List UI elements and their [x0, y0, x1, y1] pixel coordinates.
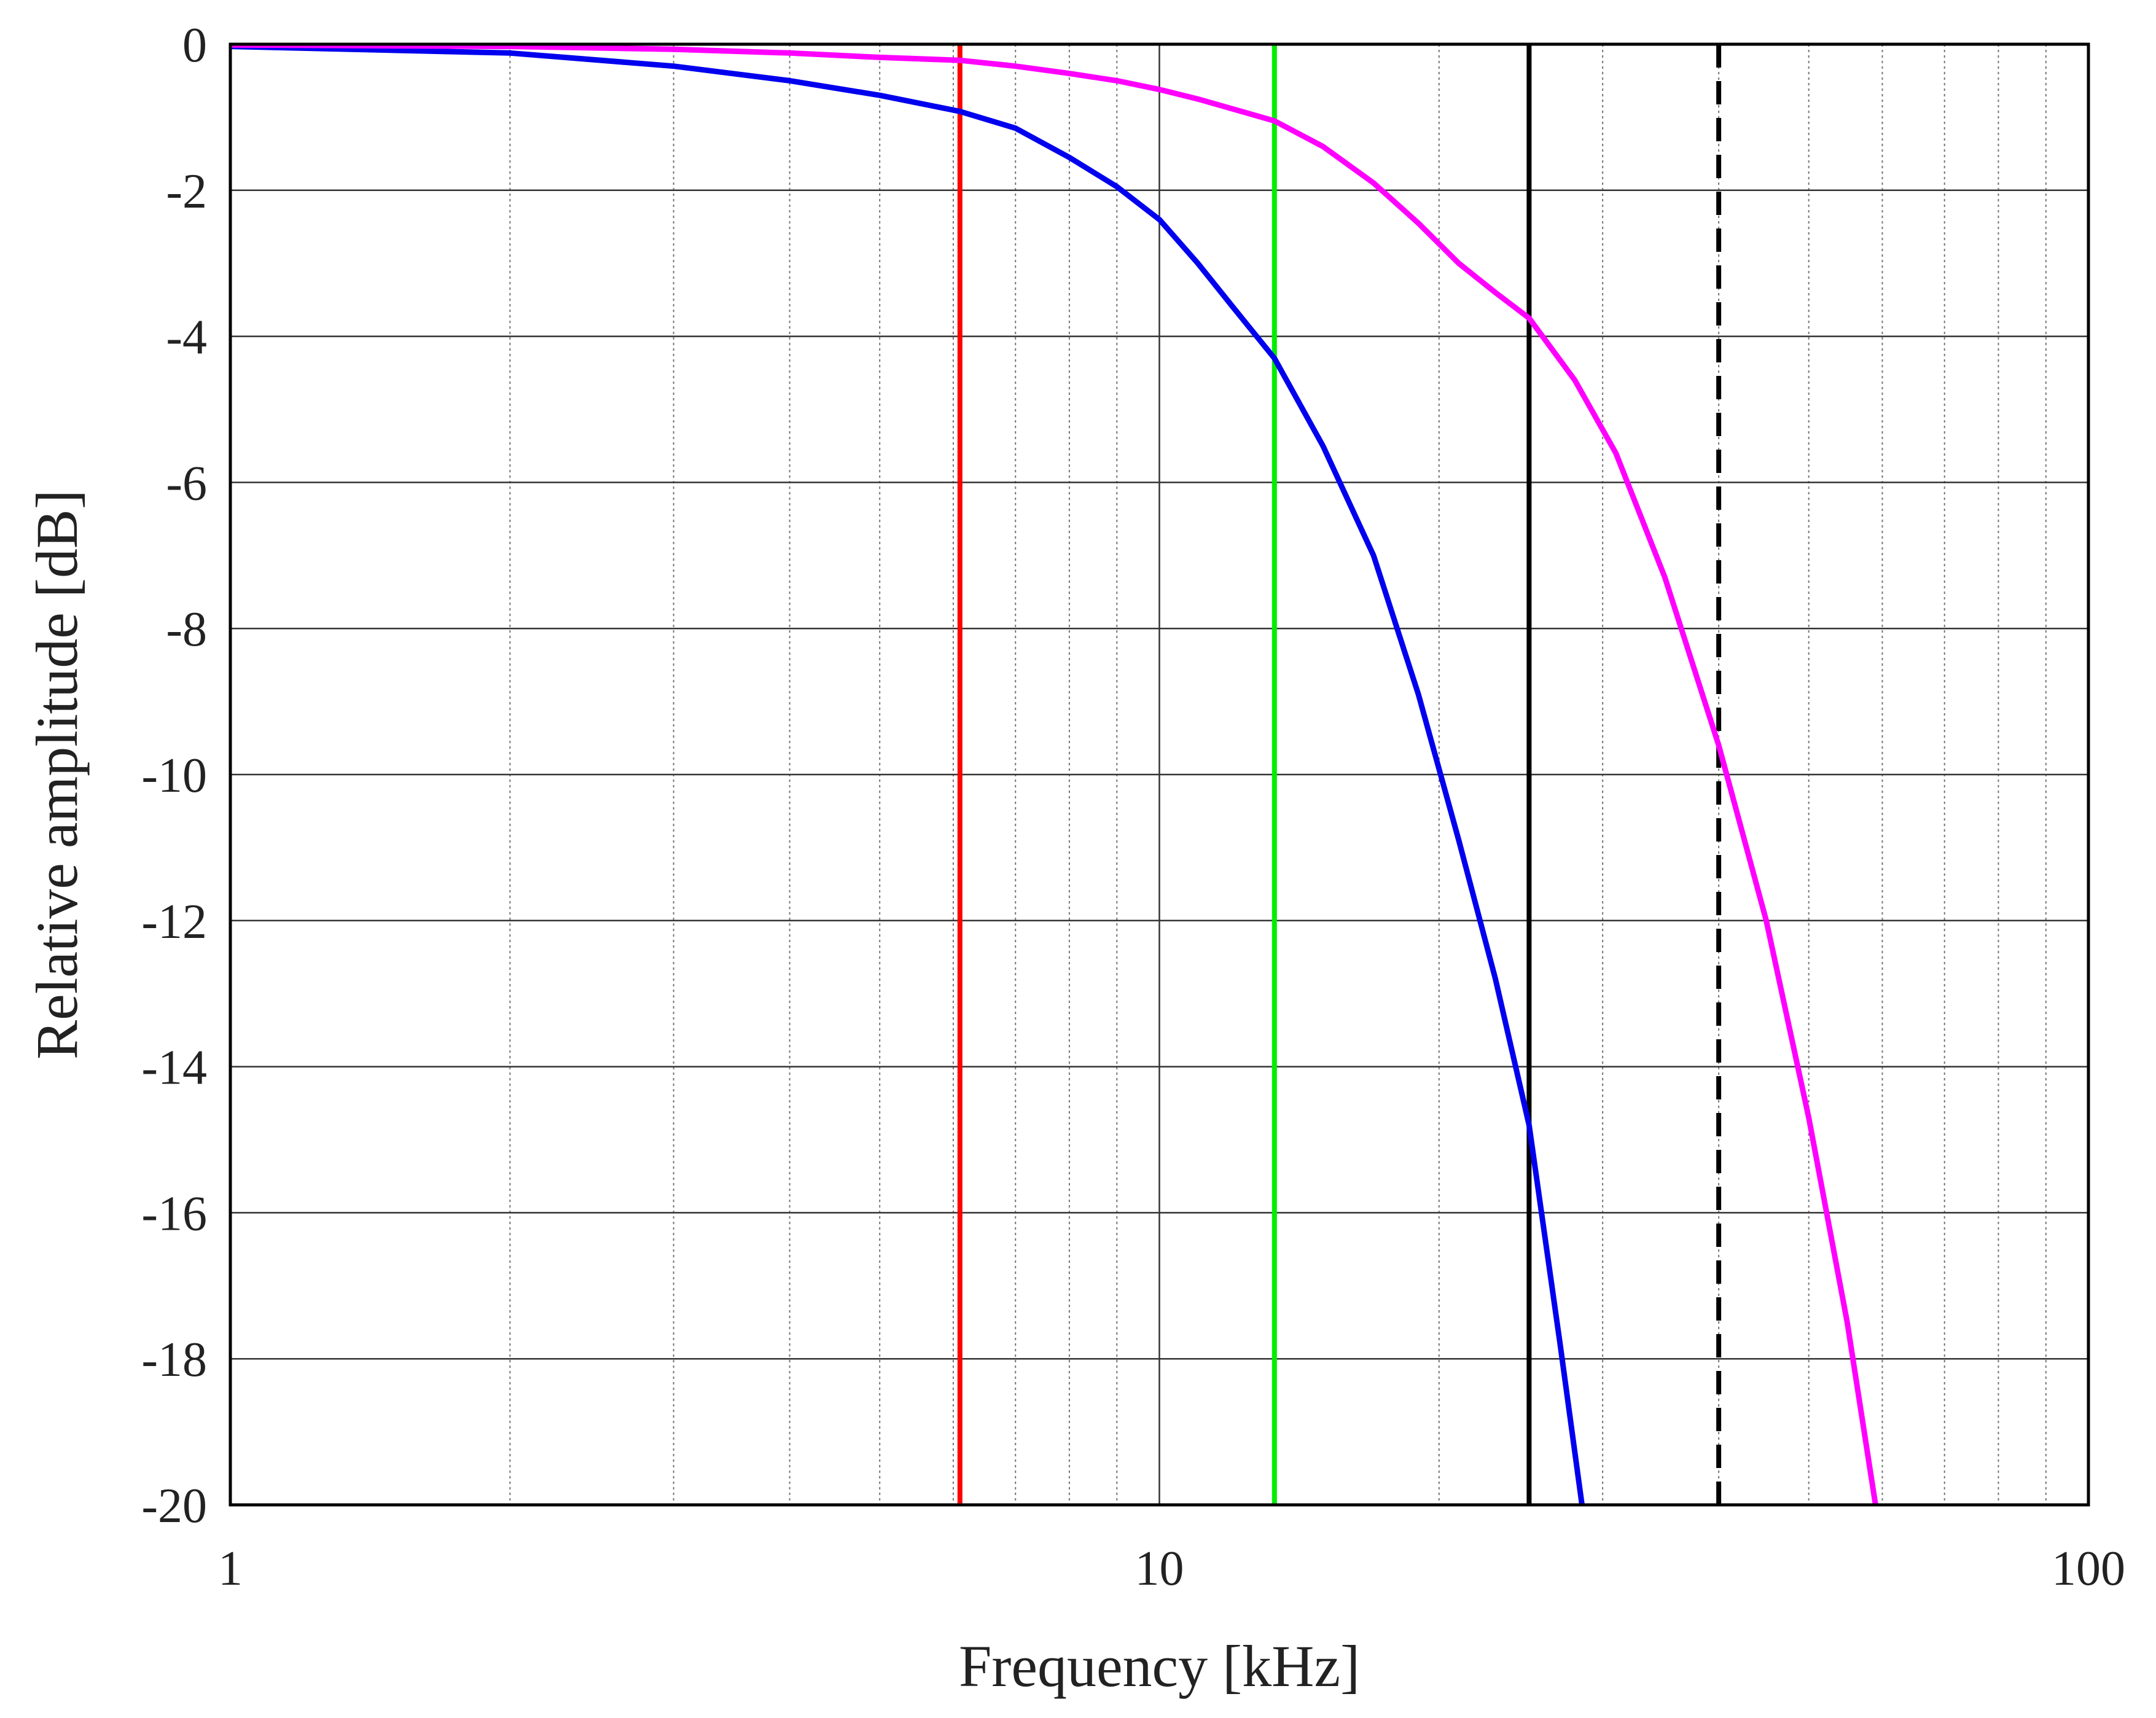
y-tick-label: -10 — [141, 749, 207, 803]
plot-frame — [228, 42, 2090, 1507]
y-tick-label: -16 — [141, 1187, 207, 1241]
y-tick-label: -6 — [166, 456, 207, 510]
marker-lines — [957, 44, 1722, 1505]
y-tick-label: -2 — [166, 165, 207, 219]
series-curves — [230, 44, 1878, 1505]
y-tick-label: -8 — [166, 603, 207, 657]
x-tick-labels: 1 10 100 — [218, 1542, 2125, 1596]
y-tick-label: -12 — [141, 895, 207, 949]
y-tick-label: -14 — [141, 1041, 207, 1095]
grid — [229, 43, 2090, 1506]
series-line-blue-curve — [230, 44, 1585, 1505]
x-tick-label: 10 — [1135, 1542, 1184, 1596]
y-tick-label: 0 — [182, 18, 207, 72]
y-tick-label: -18 — [141, 1333, 207, 1387]
y-axis-label: Relative amplitude [dB] — [24, 490, 90, 1060]
x-axis-label: Frequency [kHz] — [959, 1633, 1360, 1699]
x-tick-label: 100 — [2052, 1542, 2125, 1596]
series-line-magenta-curve — [230, 44, 1878, 1505]
y-tick-labels: 0 -2 -4 -6 -8 -10 -12 -14 -16 -18 -20 — [141, 18, 207, 1533]
x-tick-label: 1 — [218, 1542, 243, 1596]
y-tick-label: -4 — [166, 311, 207, 365]
y-tick-label: -20 — [141, 1479, 207, 1533]
